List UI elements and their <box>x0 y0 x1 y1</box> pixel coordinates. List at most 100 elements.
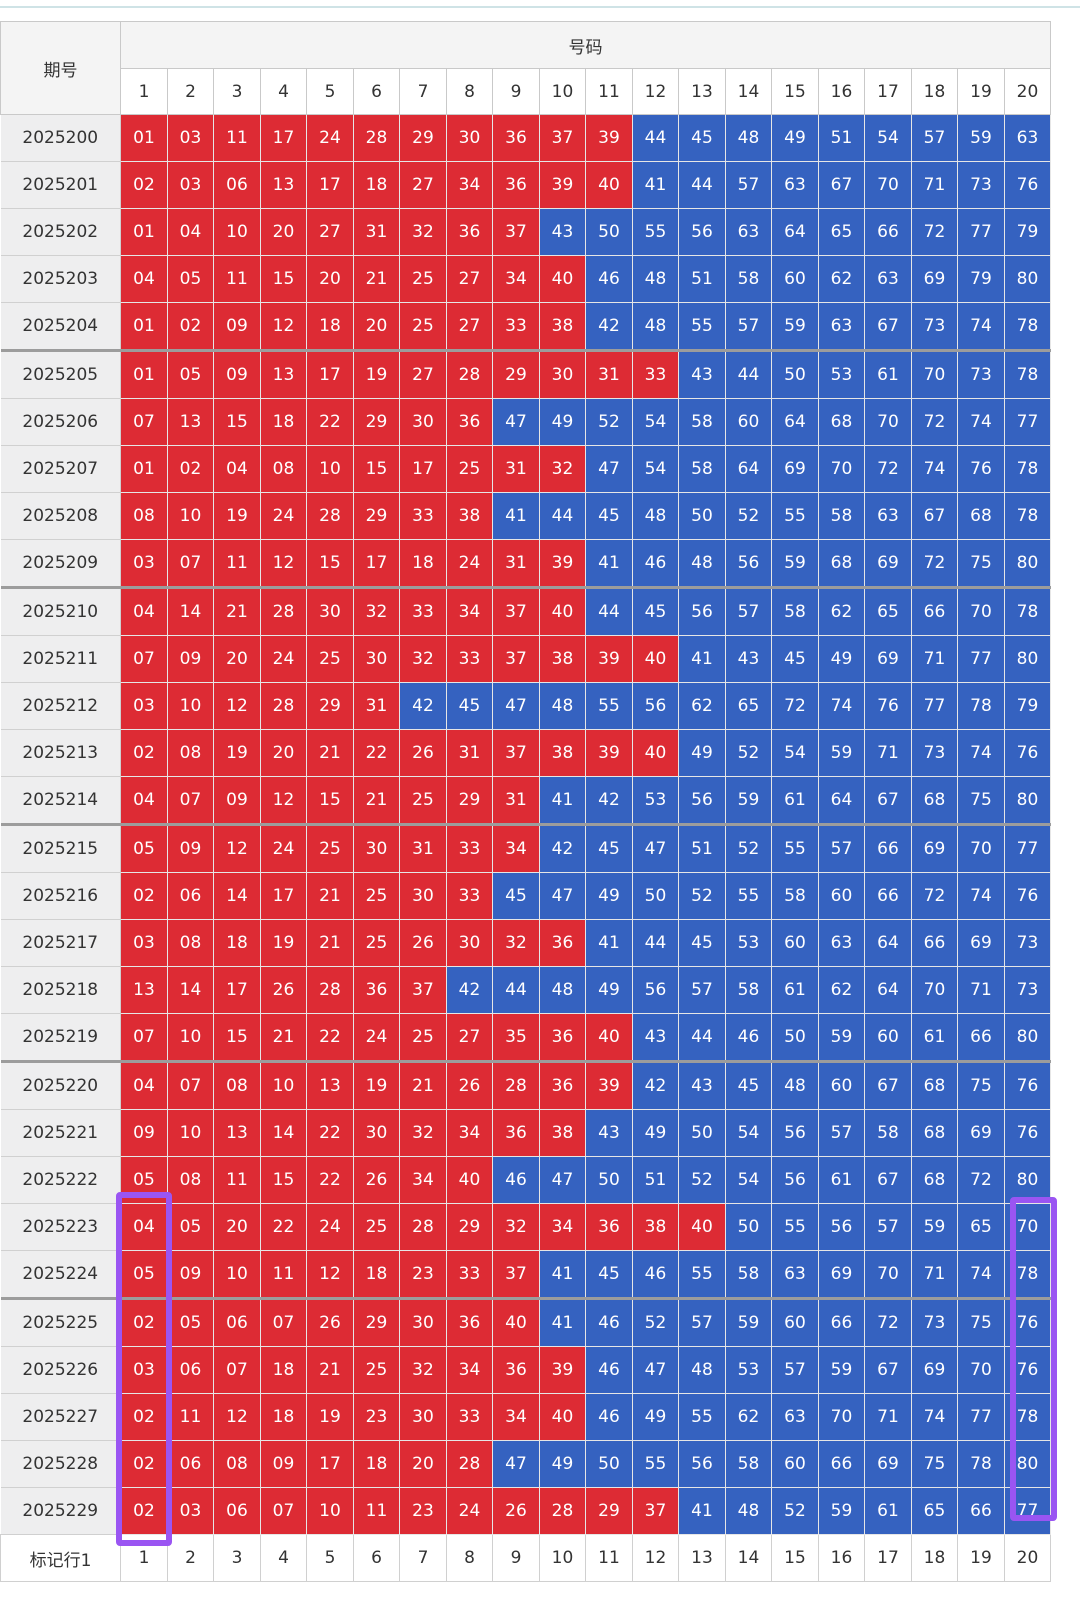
number-cell: 12 <box>260 539 307 589</box>
marker-column-16[interactable]: 16 <box>818 1534 865 1582</box>
number-cell: 26 <box>306 1298 354 1347</box>
marker-column-20[interactable]: 20 <box>1004 1534 1051 1582</box>
number-cell: 15 <box>353 445 400 493</box>
number-cell: 53 <box>818 350 865 399</box>
number-cell: 31 <box>585 350 633 399</box>
number-cell: 77 <box>957 208 1005 256</box>
number-cell: 32 <box>399 1346 447 1394</box>
number-cell: 41 <box>678 635 726 683</box>
marker-column-5[interactable]: 5 <box>306 1534 354 1582</box>
number-cell: 72 <box>911 872 958 920</box>
number-cell: 46 <box>725 1013 772 1063</box>
number-cell: 51 <box>678 824 726 873</box>
marker-column-2[interactable]: 2 <box>167 1534 214 1582</box>
number-cell: 30 <box>539 350 586 399</box>
number-cell: 69 <box>911 1346 958 1394</box>
number-cell: 71 <box>957 966 1005 1014</box>
number-cell: 21 <box>353 776 400 826</box>
number-cell: 10 <box>306 445 354 493</box>
number-cell: 18 <box>260 1393 307 1441</box>
number-cell: 22 <box>306 398 354 446</box>
number-cell: 69 <box>864 635 912 683</box>
numbers-header: 号码 <box>120 21 1051 69</box>
marker-column-10[interactable]: 10 <box>539 1534 586 1582</box>
draw-table-container: 期号 号码 1 2 3 4 5 6 7 8 9 10 11 12 13 14 15 16 17 18 19 20 20… <box>0 21 1051 1582</box>
number-cell: 33 <box>446 635 493 683</box>
number-cell: 66 <box>864 872 912 920</box>
number-cell: 12 <box>213 824 261 873</box>
number-cell: 67 <box>864 1156 912 1204</box>
number-cell: 15 <box>260 255 307 303</box>
table-row: 2025208 08 10 19 24 28 29 33 38 41 44 45 48 50 52 55 58 6… <box>0 492 1051 540</box>
number-cell: 01 <box>120 114 168 162</box>
column-header-15: 15 <box>771 68 819 115</box>
number-cell: 05 <box>120 824 168 873</box>
number-cell: 56 <box>771 1109 819 1157</box>
number-cell: 24 <box>353 1013 400 1063</box>
number-cell: 77 <box>1004 1487 1051 1535</box>
period-cell: 2025214 <box>0 776 121 826</box>
marker-column-4[interactable]: 4 <box>260 1534 307 1582</box>
number-cell: 73 <box>957 161 1005 209</box>
number-cell: 66 <box>957 1487 1005 1535</box>
number-cell: 41 <box>492 492 540 540</box>
number-cell: 42 <box>399 682 447 730</box>
marker-column-19[interactable]: 19 <box>957 1534 1005 1582</box>
marker-column-7[interactable]: 7 <box>399 1534 447 1582</box>
table-row: 2025220 04 07 08 10 13 19 21 26 28 36 39 42 43 45 48 60 6… <box>0 1061 1051 1110</box>
marker-column-14[interactable]: 14 <box>725 1534 772 1582</box>
marker-column-13[interactable]: 13 <box>678 1534 726 1582</box>
table-row: 2025217 03 08 18 19 21 25 26 30 32 36 41 44 45 53 60 63 6… <box>0 919 1051 967</box>
number-cell: 61 <box>864 350 912 399</box>
number-cell: 42 <box>446 966 493 1014</box>
number-cell: 33 <box>492 302 540 352</box>
marker-row: 标记行1 1 2 3 4 5 6 7 8 9 10 11 12 13 14 15 16 17 18 19 20 <box>0 1534 1051 1582</box>
number-cell: 71 <box>911 635 958 683</box>
number-cell: 71 <box>911 1250 958 1300</box>
number-cell: 56 <box>771 1156 819 1204</box>
number-cell: 74 <box>911 1393 958 1441</box>
number-cell: 25 <box>399 1013 447 1063</box>
marker-column-17[interactable]: 17 <box>864 1534 912 1582</box>
number-cell: 77 <box>1004 398 1051 446</box>
number-cell: 53 <box>632 776 679 826</box>
number-cell: 34 <box>446 587 493 636</box>
number-cell: 49 <box>818 635 865 683</box>
marker-column-3[interactable]: 3 <box>213 1534 261 1582</box>
number-cell: 68 <box>957 492 1005 540</box>
number-cell: 22 <box>260 1203 307 1251</box>
marker-column-12[interactable]: 12 <box>632 1534 679 1582</box>
number-cell: 46 <box>585 1346 633 1394</box>
number-cell: 34 <box>446 1109 493 1157</box>
number-cell: 02 <box>167 445 214 493</box>
marker-column-15[interactable]: 15 <box>771 1534 819 1582</box>
number-cell: 76 <box>864 682 912 730</box>
number-cell: 69 <box>957 1109 1005 1157</box>
number-cell: 17 <box>399 445 447 493</box>
number-cell: 58 <box>678 398 726 446</box>
period-cell: 2025208 <box>0 492 121 540</box>
marker-column-8[interactable]: 8 <box>446 1534 493 1582</box>
number-cell: 44 <box>725 350 772 399</box>
number-cell: 03 <box>167 161 214 209</box>
number-cell: 58 <box>725 255 772 303</box>
number-cell: 76 <box>1004 1061 1051 1110</box>
marker-column-11[interactable]: 11 <box>585 1534 633 1582</box>
number-cell: 55 <box>678 1393 726 1441</box>
marker-column-1[interactable]: 1 <box>120 1534 168 1582</box>
number-cell: 47 <box>492 1440 540 1488</box>
column-header-18: 18 <box>911 68 958 115</box>
marker-column-9[interactable]: 9 <box>492 1534 540 1582</box>
number-cell: 27 <box>306 208 354 256</box>
number-cell: 40 <box>492 1298 540 1347</box>
marker-column-6[interactable]: 6 <box>353 1534 400 1582</box>
number-cell: 35 <box>492 1013 540 1063</box>
number-cell: 45 <box>585 824 633 873</box>
number-cell: 22 <box>306 1156 354 1204</box>
number-cell: 59 <box>818 1346 865 1394</box>
marker-column-18[interactable]: 18 <box>911 1534 958 1582</box>
number-cell: 41 <box>539 1250 586 1300</box>
number-cell: 43 <box>632 1013 679 1063</box>
number-cell: 45 <box>725 1061 772 1110</box>
number-cell: 06 <box>167 1346 214 1394</box>
